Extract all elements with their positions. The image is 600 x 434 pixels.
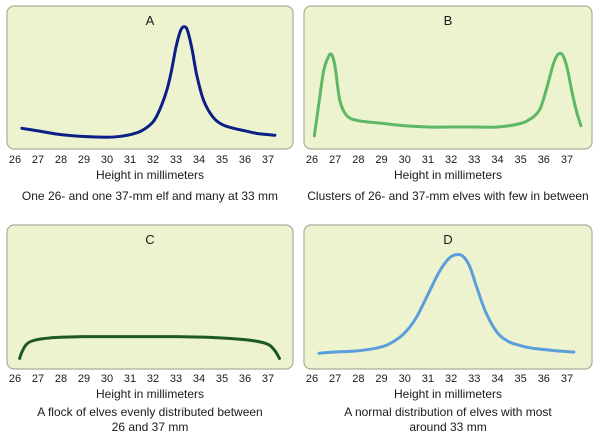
chart-a-tick-label: 28	[55, 154, 67, 166]
chart-a-x-axis-label: Height in millimeters	[96, 168, 204, 182]
chart-d-tick-label: 27	[329, 373, 341, 385]
chart-d-caption: around 33 mm	[409, 420, 486, 434]
chart-b-tick-label: 33	[468, 154, 480, 166]
chart-c-caption: 26 and 37 mm	[112, 420, 189, 434]
chart-c-tick-label: 35	[216, 373, 228, 385]
chart-b-tick-label: 35	[515, 154, 527, 166]
chart-d-tick-label: 33	[468, 373, 480, 385]
chart-b-tick-label: 37	[561, 154, 573, 166]
chart-a-tick-label: 27	[32, 154, 44, 166]
chart-d-tick-label: 28	[352, 373, 364, 385]
chart-c-curve	[18, 335, 281, 360]
chart-b-tick-label: 26	[306, 154, 318, 166]
chart-b-tick-label: 29	[375, 154, 387, 166]
chart-b-curve	[312, 51, 583, 138]
chart-a-tick-label: 33	[170, 154, 182, 166]
chart-c-tick-label: 37	[262, 373, 274, 385]
chart-c-tick-label: 29	[78, 373, 90, 385]
chart-c-tick-label: 32	[147, 373, 159, 385]
chart-d-tick-label: 35	[515, 373, 527, 385]
chart-a-title: A	[146, 13, 155, 28]
chart-panel-d: D 26 27 28 29 30 31 32 33 34 35 36 37 Height in milli…	[303, 224, 593, 434]
chart-d-tick-label: 29	[375, 373, 387, 385]
chart-a-tick-label: 26	[9, 154, 21, 166]
chart-a-tick-label: 31	[124, 154, 136, 166]
chart-c-tick-label: 31	[124, 373, 136, 385]
chart-d-plot-area	[303, 224, 593, 370]
chart-a-plot-area	[6, 5, 294, 150]
chart-d-tick-label: 26	[306, 373, 318, 385]
chart-c-tick-label: 26	[9, 373, 21, 385]
chart-d-caption: A normal distribution of elves with most	[344, 405, 552, 419]
chart-a-caption: One 26- and one 37-mm elf and many at 33…	[22, 189, 278, 203]
chart-c-tick-label: 34	[193, 373, 205, 385]
chart-b-tick-label: 30	[399, 154, 411, 166]
chart-panel-b: B 26 27 28 29 30 31 32 33 34 35 36 37 Height in milli…	[303, 5, 593, 203]
chart-a-tick-label: 36	[239, 154, 251, 166]
chart-a-tick-label: 32	[147, 154, 159, 166]
chart-panel-a: A 26 27 28 29 30 31 32 33 34 35 36 37 Height in milli…	[6, 5, 294, 203]
chart-b-tick-label: 28	[352, 154, 364, 166]
chart-d-tick-label: 36	[538, 373, 550, 385]
chart-a-tick-label: 37	[262, 154, 274, 166]
chart-a-tick-label: 29	[78, 154, 90, 166]
chart-b-tick-label: 34	[491, 154, 503, 166]
chart-d-tick-label: 32	[445, 373, 457, 385]
chart-panel-c: C 26 27 28 29 30 31 32 33 34 35 36 37 Height in milli…	[6, 224, 294, 434]
chart-a-curve	[20, 25, 277, 139]
chart-c-tick-label: 28	[55, 373, 67, 385]
chart-b-title: B	[444, 13, 453, 28]
chart-c-tick-label: 27	[32, 373, 44, 385]
chart-b-plot-area	[303, 5, 593, 150]
chart-a-tick-label: 34	[193, 154, 205, 166]
chart-d-x-axis-label: Height in millimeters	[394, 387, 502, 401]
chart-c-tick-label: 33	[170, 373, 182, 385]
chart-b-tick-label: 31	[422, 154, 434, 166]
chart-c-tick-label: 30	[101, 373, 113, 385]
chart-b-caption: Clusters of 26- and 37-mm elves with few…	[307, 189, 588, 203]
chart-c-plot-area	[6, 224, 294, 370]
chart-c-caption: A flock of elves evenly distributed betw…	[37, 405, 262, 419]
chart-a-tick-label: 35	[216, 154, 228, 166]
chart-b-x-axis-label: Height in millimeters	[394, 168, 502, 182]
chart-c-title: C	[145, 232, 154, 247]
chart-b-tick-label: 32	[445, 154, 457, 166]
chart-b-tick-label: 36	[538, 154, 550, 166]
chart-d-title: D	[443, 232, 452, 247]
chart-c-x-axis-label: Height in millimeters	[96, 387, 204, 401]
chart-a-tick-label: 30	[101, 154, 113, 166]
chart-d-curve	[317, 252, 576, 355]
chart-d-tick-label: 31	[422, 373, 434, 385]
chart-d-tick-label: 30	[399, 373, 411, 385]
chart-c-tick-label: 36	[239, 373, 251, 385]
chart-b-tick-label: 27	[329, 154, 341, 166]
chart-d-tick-label: 34	[491, 373, 503, 385]
chart-d-tick-label: 37	[561, 373, 573, 385]
